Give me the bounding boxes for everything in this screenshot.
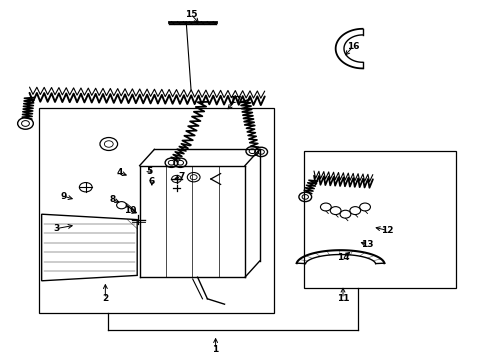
- Text: 5: 5: [147, 166, 152, 175]
- Text: 15: 15: [185, 10, 197, 19]
- Text: 12: 12: [381, 226, 393, 235]
- Text: 3: 3: [53, 224, 59, 233]
- Text: 13: 13: [361, 240, 374, 249]
- Text: 2: 2: [102, 294, 108, 303]
- Text: 8: 8: [110, 195, 116, 204]
- Text: 10: 10: [123, 206, 136, 215]
- Text: 1: 1: [213, 345, 219, 354]
- Text: 17: 17: [229, 96, 242, 105]
- Text: 6: 6: [149, 177, 155, 186]
- Text: 11: 11: [337, 294, 349, 303]
- Text: 16: 16: [346, 42, 359, 51]
- Bar: [304, 151, 456, 288]
- Text: 7: 7: [178, 172, 185, 181]
- Text: 4: 4: [117, 168, 123, 177]
- Bar: [39, 108, 274, 313]
- Text: 9: 9: [60, 192, 67, 201]
- Text: 14: 14: [337, 253, 349, 262]
